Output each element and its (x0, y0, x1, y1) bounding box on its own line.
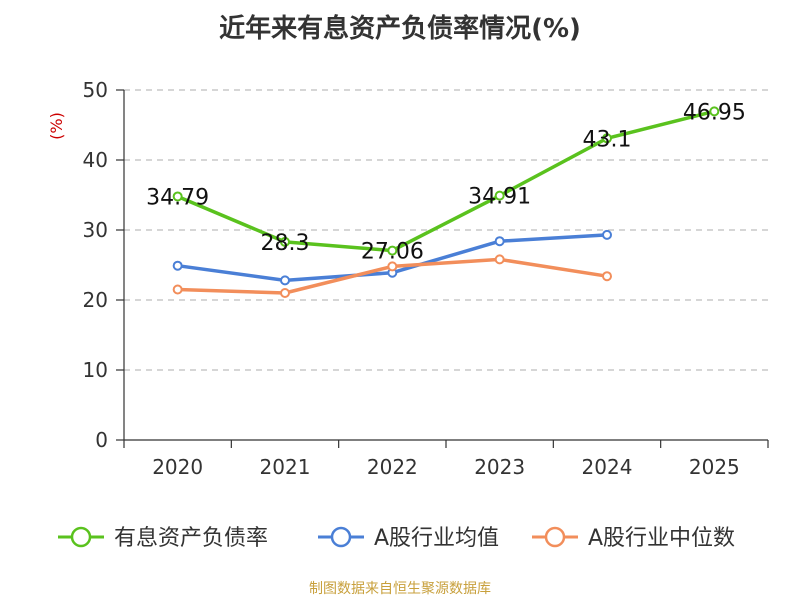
legend: 有息资产负债率 A股行业均值 A股行业中位数 (58, 526, 735, 551)
series-1-point-2020 (172, 260, 183, 271)
series-1-point-2023 (494, 236, 505, 247)
series-0-point-2023 (494, 190, 505, 201)
y-axis-unit-label: (%) (47, 112, 66, 140)
axes: 0 10 20 30 40 50 2020 2021 2022 2023 2024 2025 (%) (47, 78, 769, 479)
data-label-2024: 43.1 (583, 127, 632, 152)
data-labels: 34.79 28.3 27.06 34.91 43.1 46.95 (146, 100, 746, 264)
series-1-point-2021 (280, 275, 290, 286)
series-2-point-2022 (387, 261, 398, 272)
data-label-2022: 27.06 (361, 240, 424, 265)
x-tick-label-2022: 2022 (367, 455, 418, 479)
source-note: 制图数据来自恒生聚源数据库 (309, 581, 491, 597)
series-0-point-2025 (709, 106, 720, 117)
x-tick-label-2024: 2024 (582, 455, 633, 479)
data-label-2020: 34.79 (146, 185, 209, 210)
y-tick-label-0: 0 (95, 428, 108, 452)
y-tick-label-50: 50 (83, 78, 108, 102)
y-tick-label-10: 10 (83, 358, 108, 382)
legend-label-2: A股行业中位数 (588, 526, 735, 551)
legend-label-1: A股行业均值 (374, 526, 499, 551)
y-tick-label-20: 20 (83, 288, 108, 312)
series-2-point-2024 (602, 271, 612, 282)
chart-title: 近年来有息资产负债率情况(%) (219, 14, 581, 44)
series-0-point-2021 (280, 236, 290, 247)
x-tick-label-2020: 2020 (152, 455, 203, 479)
y-tick-label-30: 30 (83, 218, 108, 242)
legend-marker-1 (330, 526, 352, 548)
y-tick-label-40: 40 (83, 148, 108, 172)
series-2-point-2021 (280, 288, 290, 298)
legend-marker-0 (70, 526, 92, 548)
series-0-point-2020 (172, 191, 183, 202)
legend-marker-2 (544, 526, 566, 548)
legend-label-0: 有息资产负债率 (114, 526, 268, 551)
data-label-2023: 34.91 (468, 185, 531, 210)
data-label-2025: 46.95 (683, 100, 746, 125)
x-tick-label-2021: 2021 (260, 455, 311, 479)
x-tick-label-2025: 2025 (689, 455, 740, 479)
series-0-point-2022 (387, 245, 398, 256)
x-tick-label-2023: 2023 (474, 455, 525, 479)
series-2-point-2023 (494, 254, 505, 265)
series-2-point-2020 (172, 284, 183, 295)
data-label-2021: 28.3 (261, 231, 310, 256)
series-line-0 (175, 109, 717, 253)
gridlines (124, 89, 768, 371)
series-lines (172, 106, 720, 298)
series-0-point-2024 (602, 133, 612, 144)
series-1-point-2024 (602, 229, 612, 240)
